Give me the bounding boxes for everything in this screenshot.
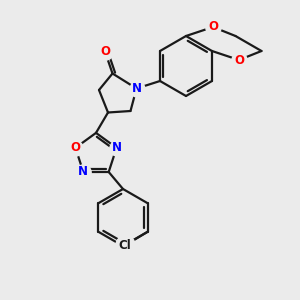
Text: N: N: [78, 166, 88, 178]
Text: O: O: [70, 141, 80, 154]
Text: N: N: [112, 141, 122, 154]
Text: O: O: [208, 20, 218, 34]
Text: O: O: [234, 53, 244, 67]
Text: Cl: Cl: [119, 239, 132, 252]
Text: N: N: [131, 82, 142, 95]
Text: O: O: [100, 45, 110, 58]
